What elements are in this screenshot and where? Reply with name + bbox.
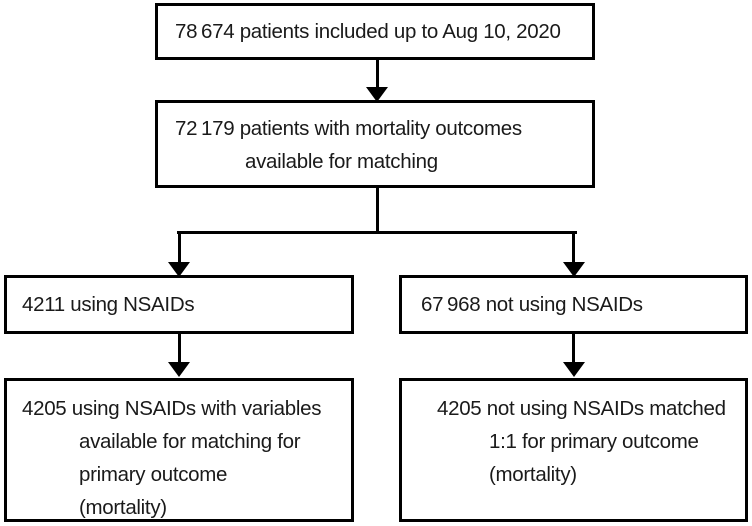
flow-box-text: (mortality) bbox=[79, 496, 167, 519]
arrowhead-down-icon bbox=[168, 362, 190, 377]
flow-box-text: (mortality) bbox=[489, 463, 577, 486]
flow-box-not-using-nsaids: 67 968 not using NSAIDs bbox=[399, 275, 748, 334]
arrowhead-down-icon bbox=[168, 262, 190, 277]
connector-line-to-nsaid bbox=[178, 231, 181, 263]
flow-box-text: available for matching bbox=[245, 150, 438, 173]
flow-box-text: available for matching for bbox=[79, 430, 301, 453]
flow-box-included-patients: 78 674 patients included up to Aug 10, 2… bbox=[155, 3, 595, 60]
connector-line-to-no-nsaid bbox=[572, 231, 575, 263]
arrowhead-down-icon bbox=[366, 87, 388, 102]
flow-box-text: 4205 using NSAIDs with variables bbox=[22, 397, 322, 420]
flow-box-not-using-nsaids-matched: 4205 not using NSAIDs matched 1:1 for pr… bbox=[399, 378, 748, 522]
connector-line-nsaid-to-matched bbox=[178, 334, 181, 364]
flow-box-text: 72 179 patients with mortality outcomes bbox=[175, 117, 522, 140]
flow-box-using-nsaids: 4211 using NSAIDs bbox=[4, 275, 354, 334]
flow-box-text: 78 674 patients included up to Aug 10, 2… bbox=[175, 20, 561, 43]
flow-box-text: 1:1 for primary outcome bbox=[489, 430, 699, 453]
arrowhead-down-icon bbox=[563, 262, 585, 277]
flow-box-text: primary outcome bbox=[79, 463, 228, 486]
flow-box-mortality-outcomes: 72 179 patients with mortality outcomes … bbox=[155, 100, 595, 188]
arrowhead-down-icon bbox=[563, 362, 585, 377]
flow-box-text: 4211 using NSAIDs bbox=[22, 293, 195, 316]
connector-line-no-nsaid-to-matched bbox=[572, 334, 575, 364]
flow-box-nsaids-variables-matching: 4205 using NSAIDs with variables availab… bbox=[4, 378, 354, 522]
connector-stem-from-mortality bbox=[376, 188, 379, 234]
connector-branch-horizontal bbox=[177, 231, 577, 234]
connector-line-included-to-mortality bbox=[376, 59, 379, 88]
flow-box-text: 67 968 not using NSAIDs bbox=[421, 293, 643, 316]
flow-box-text: 4205 not using NSAIDs matched bbox=[437, 397, 726, 420]
